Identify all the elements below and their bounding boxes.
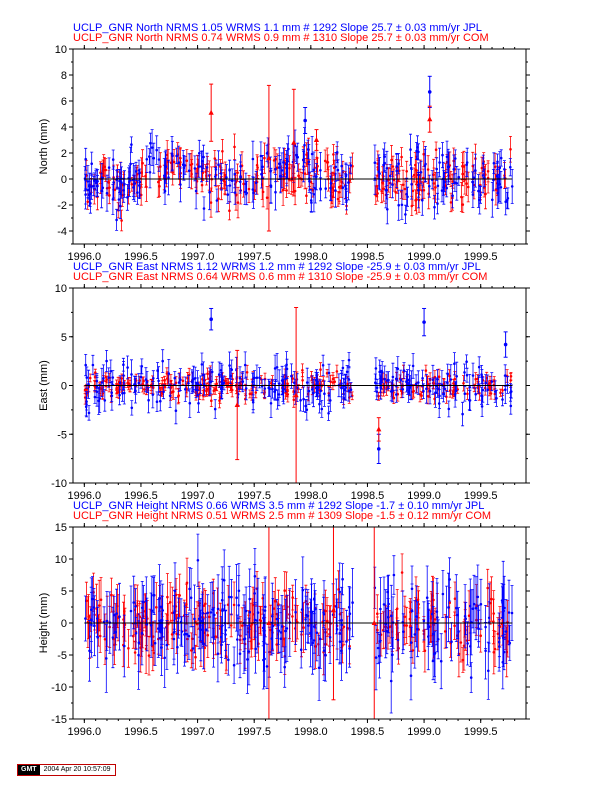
y-tick-label: -5 bbox=[57, 429, 67, 441]
outlier-marker bbox=[330, 607, 337, 613]
x-tick-label: 1999.5 bbox=[464, 490, 498, 502]
y-tick-label: 0 bbox=[61, 618, 67, 630]
data-points bbox=[84, 145, 512, 222]
x-tick-label: 1997.0 bbox=[181, 251, 215, 263]
outlier-marker bbox=[234, 402, 240, 407]
y-tick-label: 5 bbox=[61, 586, 67, 598]
series-jpl bbox=[83, 127, 514, 231]
x-tick-label: 1998.0 bbox=[294, 726, 328, 738]
series-jpl bbox=[84, 349, 513, 427]
x-tick-label: 1996.5 bbox=[124, 726, 158, 738]
outlier-marker bbox=[313, 137, 320, 142]
outlier-marker bbox=[376, 426, 382, 432]
outlier-marker bbox=[266, 620, 272, 625]
x-tick-label: 1998.0 bbox=[294, 490, 328, 502]
outlier-marker bbox=[371, 620, 377, 625]
x-tick-label: 1998.5 bbox=[351, 251, 385, 263]
y-tick-label: -10 bbox=[51, 478, 67, 490]
outlier-marker bbox=[209, 317, 213, 322]
timestamp: 2004 Apr 20 10:57:09 bbox=[39, 765, 115, 775]
error-bars bbox=[84, 553, 510, 678]
x-tick-label: 1996.5 bbox=[124, 490, 158, 502]
plot-frame bbox=[72, 48, 527, 245]
plot-area bbox=[83, 307, 513, 483]
x-tick-label: 1999.0 bbox=[407, 490, 441, 502]
error-bars bbox=[83, 533, 514, 714]
data-points bbox=[84, 558, 514, 683]
y-tick-label: 10 bbox=[55, 44, 67, 56]
y-axis-label: North (mm) bbox=[38, 119, 50, 175]
y-tick-label: -4 bbox=[57, 226, 67, 238]
x-tick-label: 1996.0 bbox=[67, 490, 101, 502]
panel-1: UCLP_GNR North NRMS 1.05 WRMS 1.1 mm # 1… bbox=[38, 22, 530, 263]
plot-area bbox=[83, 75, 514, 232]
x-tick-label: 1998.5 bbox=[351, 726, 385, 738]
y-tick-label: 0 bbox=[61, 174, 67, 186]
x-tick-label: 1997.5 bbox=[237, 726, 271, 738]
x-tick-label: 1999.0 bbox=[407, 251, 441, 263]
outlier-marker bbox=[293, 392, 299, 398]
outlier-marker bbox=[427, 116, 433, 122]
outlier-marker bbox=[303, 118, 307, 123]
y-tick-label: 4 bbox=[61, 122, 67, 134]
x-tick-label: 1999.5 bbox=[464, 251, 498, 263]
y-tick-label: 15 bbox=[55, 522, 67, 534]
y-tick-label: 2 bbox=[61, 148, 67, 160]
panel-header-line: UCLP_GNR North NRMS 1.05 WRMS 1.1 mm # 1… bbox=[73, 22, 482, 34]
x-tick-label: 1999.5 bbox=[464, 726, 498, 738]
y-tick-label: 10 bbox=[55, 554, 67, 566]
y-tick-label: -10 bbox=[51, 682, 67, 694]
x-tick-label: 1996.0 bbox=[67, 251, 101, 263]
x-tick-label: 1997.5 bbox=[237, 490, 271, 502]
outlier-marker bbox=[503, 342, 508, 347]
gmt-logo: GMT bbox=[18, 765, 40, 775]
panel-2: UCLP_GNR East NRMS 1.12 WRMS 1.2 mm # 12… bbox=[38, 261, 530, 502]
panel-header-line: UCLP_GNR East NRMS 1.12 WRMS 1.2 mm # 12… bbox=[73, 261, 481, 273]
x-tick-label: 1997.0 bbox=[181, 726, 215, 738]
outlier-marker bbox=[422, 320, 426, 324]
outlier-marker bbox=[266, 155, 272, 161]
outlier-marker bbox=[208, 109, 214, 115]
panel-header-line: UCLP_GNR Height NRMS 0.51 WRMS 2.5 mm # … bbox=[73, 510, 491, 522]
plot-area bbox=[83, 527, 514, 719]
y-tick-label: -2 bbox=[57, 200, 67, 212]
y-tick-label: 5 bbox=[61, 332, 67, 344]
y-axis-label: Height (mm) bbox=[38, 593, 50, 654]
series-com bbox=[84, 553, 510, 678]
panel-header-line: UCLP_GNR Height NRMS 0.66 WRMS 3.5 mm # … bbox=[73, 500, 484, 512]
x-tick-label: 1998.0 bbox=[294, 251, 328, 263]
y-tick-label: -5 bbox=[57, 650, 67, 662]
x-tick-label: 1998.5 bbox=[351, 490, 385, 502]
outlier-marker bbox=[376, 447, 381, 451]
y-tick-label: 10 bbox=[55, 283, 67, 295]
data-points bbox=[83, 141, 514, 222]
outlier-marker bbox=[427, 90, 432, 94]
panel-header-line: UCLP_GNR East NRMS 0.64 WRMS 0.6 mm # 13… bbox=[73, 271, 487, 283]
x-tick-label: 1997.0 bbox=[181, 490, 215, 502]
panel-3: UCLP_GNR Height NRMS 0.66 WRMS 3.5 mm # … bbox=[38, 500, 530, 738]
y-axis-label: East (mm) bbox=[38, 360, 50, 411]
y-tick-label: 8 bbox=[61, 70, 67, 82]
x-tick-label: 1996.0 bbox=[67, 726, 101, 738]
x-tick-label: 1996.5 bbox=[124, 251, 158, 263]
gmt-timestamp-stamp: GMT 2004 Apr 20 10:57:09 bbox=[17, 764, 116, 776]
y-tick-label: 6 bbox=[61, 96, 67, 108]
panel-header-line: UCLP_GNR North NRMS 0.74 WRMS 0.9 mm # 1… bbox=[73, 32, 489, 44]
series-jpl bbox=[83, 533, 514, 714]
y-tick-label: -15 bbox=[51, 714, 67, 726]
x-tick-label: 1997.5 bbox=[237, 251, 271, 263]
outlier-marker bbox=[291, 139, 297, 145]
y-tick-label: 0 bbox=[61, 381, 67, 393]
x-tick-label: 1999.0 bbox=[407, 726, 441, 738]
